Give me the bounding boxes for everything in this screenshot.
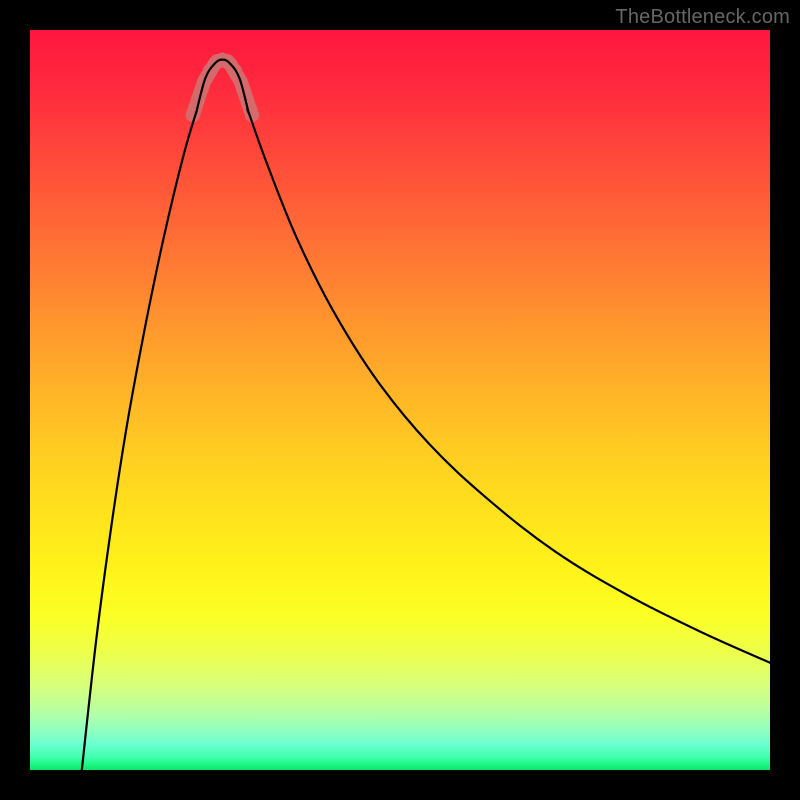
watermark-text: TheBottleneck.com [615,6,790,29]
chart-plot-area [30,30,770,770]
bottleneck-chart [30,30,770,770]
outer-frame: TheBottleneck.com [0,0,800,800]
